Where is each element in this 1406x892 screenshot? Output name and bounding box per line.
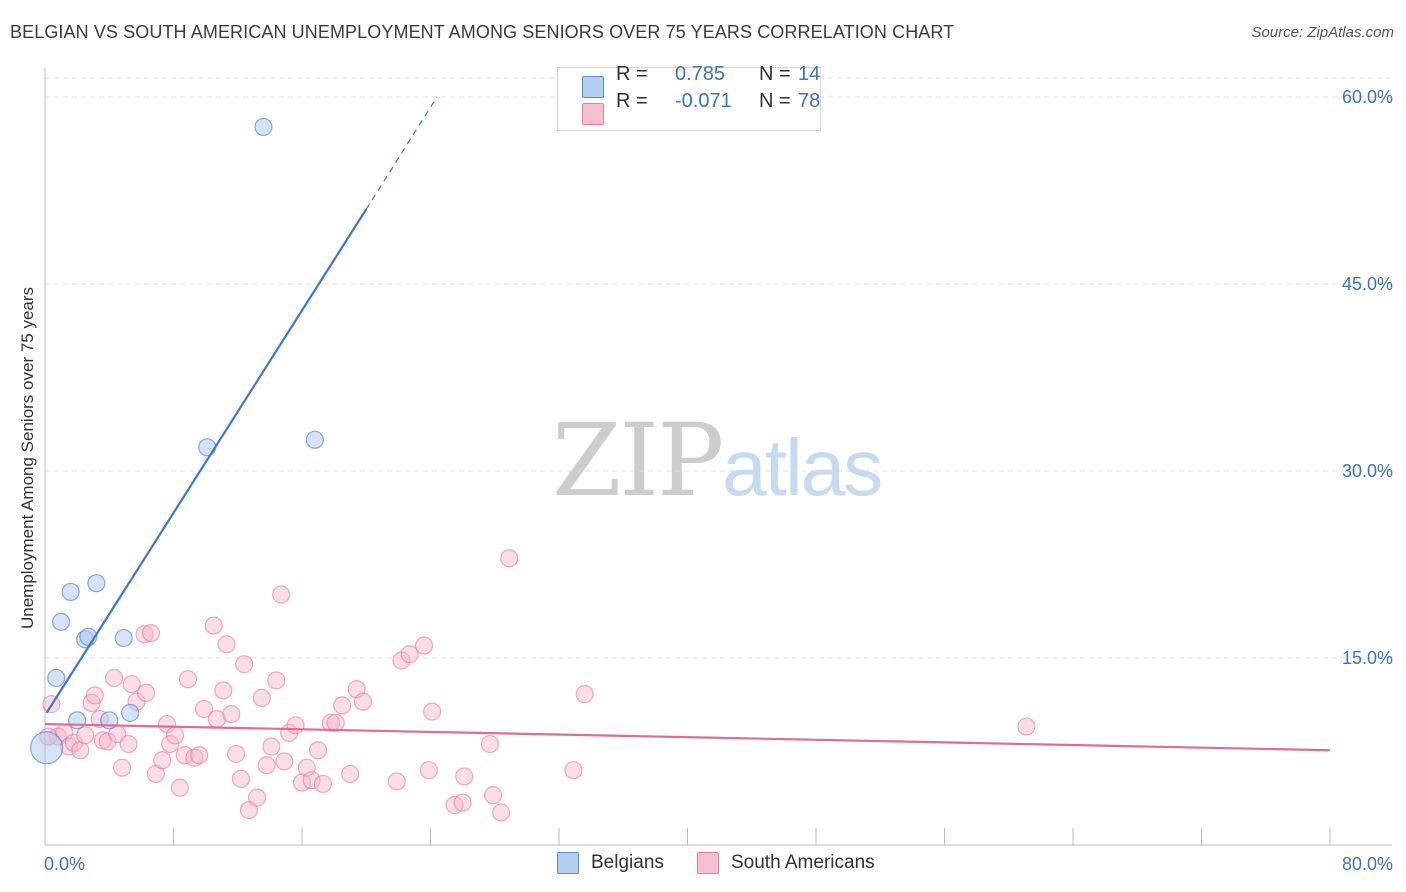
south-american-point [153,751,172,770]
legend-item-belgians: Belgians [557,852,664,874]
south-american-point [217,635,236,654]
south-american-point [166,726,185,745]
south-american-point [353,692,373,711]
r-label: R = [616,89,648,112]
south-american-point [484,786,503,805]
belgian-point [114,628,133,648]
belgian-point [87,574,106,593]
south-american-point [272,585,291,604]
x-tick-label: 80.0% [1342,854,1393,874]
belgian-point [51,612,71,631]
south-american-point [423,702,442,721]
south-american-point [98,732,117,751]
south-american-point [178,670,198,689]
south-american-point [400,645,419,664]
belgians-trendline-extension [365,96,438,210]
south-american-point [302,771,321,790]
south-american-point [286,716,305,735]
south-american-point [204,616,223,635]
south-american-point [104,668,124,688]
south-american-point [257,756,276,775]
n-label: N = [759,89,791,112]
source-label: Source: ZipAtlas.com [1251,24,1394,41]
south-american-point [194,700,214,719]
south-american-point [122,675,141,694]
south-americans-trendline [44,722,1331,752]
south-american-point [480,734,500,754]
belgian-point [254,117,273,137]
south-american-point [170,778,190,797]
belgian-point [121,703,140,722]
south-american-point [214,681,233,700]
south-american-point [341,764,360,784]
belgians-trendline [45,208,368,714]
y-tick-label: 15.0% [1342,648,1393,668]
n-label: N = [759,62,791,85]
south-american-point [231,769,251,789]
south-american-point [76,726,95,745]
south-american-point [252,688,271,707]
south-american-point [222,704,241,724]
watermark-atlas: atlas [722,423,883,512]
belgian-point [68,711,87,730]
south-american-point [185,748,204,767]
south-american-point [275,752,294,771]
south-american-point [453,793,472,812]
n-value: 14 [798,62,821,85]
south-american-point [137,683,156,703]
belgian-point [61,582,80,602]
south-american-point [135,625,154,644]
south-american-point [112,758,132,777]
south-american-point [262,737,281,756]
x-tick-label: 0.0% [44,854,85,874]
south-american-point [267,671,286,690]
r-value: -0.071 [675,89,732,112]
south-american-point [575,685,594,704]
watermark: ZIPatlas [552,402,883,519]
south-american-point [313,774,332,794]
legend-item-south-americans: South Americans [697,852,875,874]
chart-title: BELGIAN VS SOUTH AMERICAN UNEMPLOYMENT A… [10,22,955,42]
south-american-point [141,623,161,643]
south-american-point [492,803,511,822]
south-american-point [85,686,104,705]
south-american-point [235,655,254,674]
south-americans-legend-swatch [697,852,719,874]
south-american-point [564,761,583,780]
correlation-legend: R = 0.785 N = 14 R = -0.071 N = 78 [557,63,821,131]
r-label: R = [616,62,648,85]
y-tick-label: 60.0% [1342,87,1393,107]
belgian-point [198,438,217,457]
y-tick-label: 30.0% [1342,461,1393,481]
south-american-point [1017,717,1036,736]
south-americans-swatch [582,103,604,125]
south-american-point [161,734,180,754]
belgians-legend-swatch [557,852,579,874]
south-american-point [308,741,328,760]
south-american-point [455,767,474,786]
south-american-point [414,636,434,655]
belgian-point [305,430,324,449]
watermark-zip: ZIP [552,402,724,519]
south-american-point [326,713,345,732]
belgian-point [47,668,66,688]
south-american-point [387,772,406,791]
south-american-point [247,788,267,807]
south-american-point [119,734,138,754]
south-americans-legend-label: South Americans [731,852,875,873]
south-american-point [321,713,341,732]
south-american-point [333,696,352,715]
south-american-point [190,746,209,765]
south-american-point [500,549,519,568]
y-tick-label: 45.0% [1342,274,1393,294]
belgians-legend-label: Belgians [591,852,664,873]
r-value: 0.785 [675,62,726,85]
n-value: 78 [798,89,821,112]
south-american-point [227,744,246,764]
belgians-swatch [582,76,604,98]
south-american-point [419,761,438,780]
belgian-point [30,731,64,765]
